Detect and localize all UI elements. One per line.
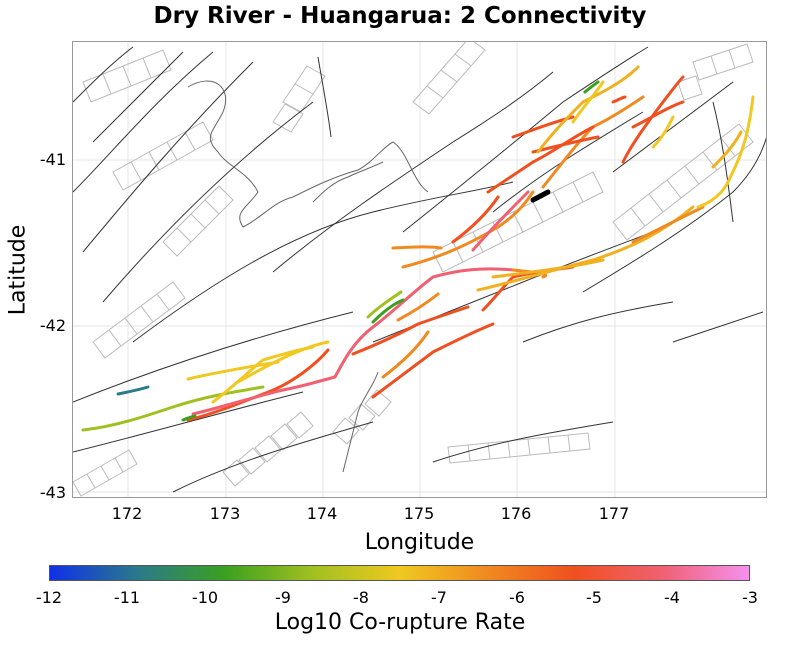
y-tick-label: -41 [39, 150, 66, 169]
colorbar-tick-label: -3 [742, 588, 758, 607]
y-tick-label: -43 [39, 483, 66, 502]
rupture-sections [81, 65, 755, 432]
colorbar-tick-label: -7 [431, 588, 447, 607]
colorbar-tick-label: -5 [586, 588, 602, 607]
x-tick-label: 177 [598, 504, 630, 523]
colorbar-tick-label: -12 [35, 588, 63, 607]
x-tick-label: 172 [111, 504, 143, 523]
x-tick-label: 175 [403, 504, 435, 523]
x-tick-label: 176 [500, 504, 532, 523]
y-tick-label: -42 [39, 316, 66, 335]
x-axis-label: Longitude [364, 530, 475, 555]
colorbar-tick-label: -8 [353, 588, 369, 607]
map-title: Dry River - Huangarua: 2 Connectivity [153, 3, 647, 29]
x-tick-label: 174 [306, 504, 338, 523]
fault-map [73, 42, 766, 497]
colorbar-tick-label: -10 [191, 588, 219, 607]
x-tick-label: 173 [209, 504, 241, 523]
colorbar-tick-label: -11 [113, 588, 141, 607]
colorbar-tick-label: -6 [509, 588, 525, 607]
colorbar-label: Log10 Co-rupture Rate [274, 610, 526, 635]
fault-traces [73, 46, 766, 493]
coastline [187, 80, 429, 473]
y-axis-label: Latitude [5, 224, 31, 316]
colorbar-tick-label: -9 [275, 588, 291, 607]
map-plot-area[interactable] [72, 41, 767, 498]
colorbar-gradient [49, 565, 750, 581]
fault-surfaces [73, 42, 754, 497]
colorbar-tick-label: -4 [664, 588, 680, 607]
